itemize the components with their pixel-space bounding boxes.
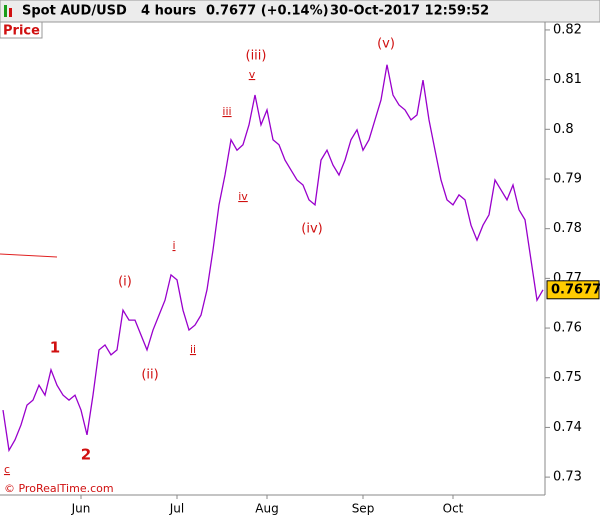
wave-label: (iii) (246, 49, 267, 64)
icon (9, 8, 12, 17)
x-tick-label: Jul (169, 502, 184, 516)
wave-label: ii (190, 343, 196, 356)
x-tick-label: Oct (443, 502, 464, 516)
wave-label: v (249, 68, 256, 81)
chart-title: Spot AUD/USD (22, 4, 127, 19)
wave-label: i (172, 239, 175, 252)
wave-label: iii (222, 105, 231, 118)
y-tick-label: 0.81 (553, 72, 582, 87)
price-box-label: 0.7677 (551, 282, 600, 297)
wave-label: c (4, 463, 10, 476)
wave-label: (iv) (301, 222, 322, 237)
price-line (2, 64, 544, 453)
panel-label-box (0, 21, 43, 39)
wave-label: 1 (50, 339, 60, 357)
wave-label: (i) (118, 275, 132, 290)
y-tick-label: 0.78 (553, 221, 582, 236)
y-tick-label: 0.74 (553, 420, 582, 435)
wave-label: (ii) (141, 368, 158, 383)
header-bar (0, 0, 600, 23)
wave-label: 2 (81, 446, 91, 464)
wave-label: iv (238, 190, 248, 203)
footer: © ProRealTime.com (4, 482, 114, 495)
y-tick-label: 0.79 (553, 171, 582, 186)
y-tick-label: 0.82 (553, 22, 582, 37)
panel-label: Price (3, 24, 40, 39)
price-box (546, 280, 600, 300)
y-tick-label: 0.8 (553, 122, 574, 137)
trend-line (0, 253, 58, 258)
quote: 0.7677 (+0.14%) (206, 4, 329, 19)
icon (4, 5, 7, 17)
x-tick-label: Sep (352, 502, 375, 516)
y-tick-label: 0.75 (553, 370, 582, 385)
y-tick-label: 0.73 (553, 470, 582, 485)
y-tick-label: 0.76 (553, 321, 582, 336)
timeframe: 4 hours (141, 4, 196, 19)
x-tick-label: Jun (71, 502, 91, 516)
wave-label: (v) (377, 37, 395, 52)
x-tick-label: Aug (255, 502, 278, 516)
timestamp: 30-Oct-2017 12:59:52 (330, 4, 489, 19)
